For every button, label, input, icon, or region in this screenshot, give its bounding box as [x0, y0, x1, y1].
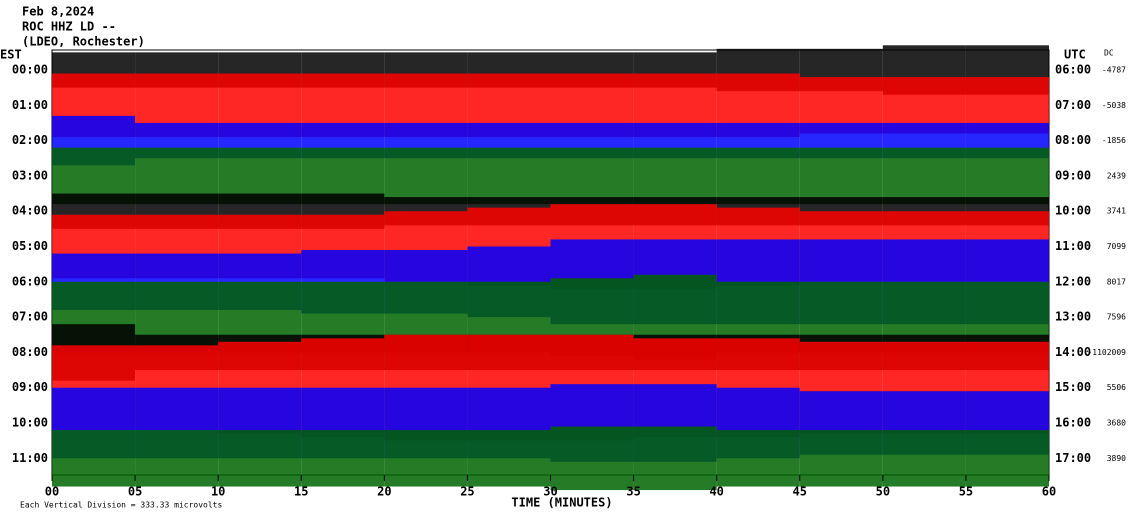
est-label: 07:00 — [12, 310, 48, 324]
trace-envelope — [799, 147, 883, 205]
trace-envelope — [716, 147, 800, 205]
trace-envelope — [633, 426, 717, 491]
dc-value: 7596 — [1107, 313, 1126, 322]
dc-value: 5506 — [1107, 383, 1126, 392]
trace-envelope — [467, 430, 551, 487]
trace-envelope — [135, 430, 219, 487]
est-label: 08:00 — [12, 345, 48, 359]
x-tick-label: 20 — [377, 485, 391, 499]
trace-envelope — [218, 430, 302, 487]
x-tick-label: 55 — [959, 485, 973, 499]
est-label: 10:00 — [12, 416, 48, 430]
utc-label: 09:00 — [1055, 168, 1091, 182]
x-axis-label: TIME (MINUTES) — [511, 496, 612, 510]
note: Each Vertical Division = 333.33 microvol… — [20, 501, 222, 510]
chart-subtitle: ROC HHZ LD -- — [22, 20, 116, 34]
x-tick-label: 40 — [709, 485, 723, 499]
est-label: 00:00 — [12, 63, 48, 77]
chart-source: (LDEO, Rochester) — [22, 35, 145, 49]
utc-label: 07:00 — [1055, 98, 1091, 112]
x-tick-label: 50 — [876, 485, 890, 499]
est-label: 05:00 — [12, 239, 48, 253]
utc-label: 16:00 — [1055, 416, 1091, 430]
trace-envelope — [716, 430, 800, 487]
est-label: 11:00 — [12, 451, 48, 465]
x-tick-label: 30 — [543, 485, 557, 499]
utc-label: 12:00 — [1055, 274, 1091, 288]
trace-envelope — [384, 430, 468, 487]
dc-value: 3680 — [1107, 419, 1126, 428]
trace-envelope — [52, 430, 136, 487]
est-label: 06:00 — [12, 274, 48, 288]
x-tick-label: 60 — [1042, 485, 1056, 499]
est-label: 09:00 — [12, 380, 48, 394]
chart-title: Feb 8,2024 — [22, 5, 94, 19]
trace-envelope — [301, 430, 385, 487]
trace-envelope — [882, 430, 966, 487]
left-axis-label: EST — [0, 48, 22, 62]
dc-value: -1856 — [1102, 136, 1126, 145]
dc-value: -5038 — [1102, 101, 1126, 110]
right-axis-label: UTC — [1064, 48, 1086, 62]
x-tick-label: 35 — [626, 485, 640, 499]
x-tick-label: 05 — [128, 485, 142, 499]
dc-label: DC — [1104, 49, 1114, 58]
dc-value: -1102009 — [1087, 348, 1126, 357]
trace-envelope — [633, 147, 717, 205]
trace-envelope — [882, 147, 966, 205]
utc-label: 06:00 — [1055, 63, 1091, 77]
x-tick-label: 10 — [211, 485, 225, 499]
utc-label: 17:00 — [1055, 451, 1091, 465]
est-label: 03:00 — [12, 168, 48, 182]
utc-label: 13:00 — [1055, 310, 1091, 324]
dc-value: 8017 — [1107, 277, 1126, 286]
x-tick-label: 45 — [793, 485, 807, 499]
dc-value: 3890 — [1107, 454, 1126, 463]
utc-label: 08:00 — [1055, 133, 1091, 147]
utc-label: 11:00 — [1055, 239, 1091, 253]
x-tick-label: 25 — [460, 485, 474, 499]
dc-value: 3741 — [1107, 207, 1126, 216]
utc-label: 14:00 — [1055, 345, 1091, 359]
est-label: 04:00 — [12, 204, 48, 218]
trace-envelope — [384, 147, 468, 205]
est-label: 01:00 — [12, 98, 48, 112]
utc-label: 10:00 — [1055, 204, 1091, 218]
trace-envelope — [965, 430, 1049, 487]
x-tick-label: 15 — [294, 485, 308, 499]
x-tick-label: 00 — [45, 485, 59, 499]
utc-label: 15:00 — [1055, 380, 1091, 394]
dc-value: 2439 — [1107, 171, 1126, 180]
trace-envelope — [965, 147, 1049, 205]
trace-envelope — [550, 426, 634, 491]
est-label: 02:00 — [12, 133, 48, 147]
dc-value: 7099 — [1107, 242, 1126, 251]
trace-envelope — [550, 147, 634, 205]
trace-envelope — [799, 430, 883, 487]
trace-envelope — [467, 147, 551, 205]
dc-value: -4787 — [1102, 66, 1126, 75]
